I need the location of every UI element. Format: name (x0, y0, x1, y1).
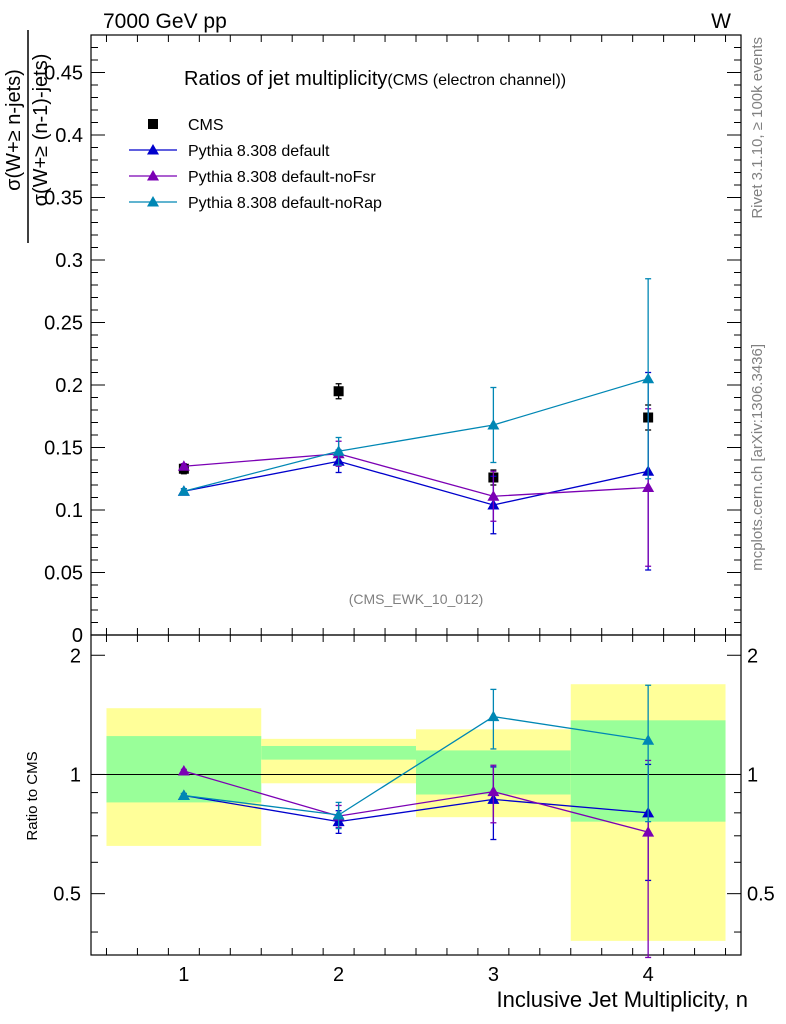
ratio-y-tick-label-right: 1 (747, 764, 758, 786)
energy-label: 7000 GeV pp (103, 10, 227, 33)
data-point (332, 445, 345, 456)
legend-item: Pythia 8.308 default-noFsr (129, 169, 376, 186)
data-series (177, 278, 655, 959)
series-line (183, 453, 649, 497)
ratio-series-pythia-8-308-default-norap (177, 684, 655, 830)
data-point (333, 386, 344, 397)
chart-title-main: Ratios of jet multiplicity (184, 68, 387, 90)
ratio-y-tick-label-right: 0.5 (747, 884, 775, 906)
data-point (487, 785, 500, 797)
legend-marker (147, 170, 159, 181)
y-axis-title-top: σ(W+≥ n-jets) σ(W+≥ (n-1)-jets) (3, 30, 52, 243)
data-point (177, 765, 190, 776)
series-line (183, 378, 649, 492)
y-tick-label: 0.1 (55, 500, 83, 522)
mcplots-reference-label: mcplots.cern.ch [arXiv:1306.3436] (749, 344, 766, 571)
legend-item: CMS (148, 117, 224, 134)
ratio-y-tick-label-left: 2 (70, 645, 81, 667)
data-point (642, 734, 655, 745)
x-tick-label: 3 (488, 964, 499, 986)
process-label: W (711, 10, 731, 33)
x-axis-title: Inclusive Jet Multiplicity, n (497, 987, 748, 1012)
legend-marker (148, 119, 158, 129)
x-tick-label: 2 (333, 964, 344, 986)
y-tick-label: 0.25 (44, 313, 83, 335)
chart-subtitle: (CMS (electron channel)) (387, 72, 566, 89)
legend-marker (147, 196, 159, 207)
data-point (177, 460, 190, 471)
data-point (332, 808, 345, 820)
data-point (177, 485, 190, 496)
legend-marker (147, 144, 159, 155)
y-tick-label: 0.4 (55, 125, 83, 147)
y-tick-label: 0.3 (55, 250, 83, 272)
y-axis-title-numerator: σ(W+≥ n-jets) (3, 69, 25, 191)
top-series-pythia-8-308-default-nofsr (177, 408, 655, 567)
ratio-y-tick-label-right: 2 (747, 645, 758, 667)
data-point (177, 789, 190, 800)
y-tick-label: 0.2 (55, 375, 83, 397)
y-tick-label: 0.45 (44, 63, 83, 85)
data-point (642, 372, 655, 384)
x-tick-label: 1 (178, 964, 189, 986)
legend-label: Pythia 8.308 default-noRap (188, 195, 382, 212)
ratio-y-tick-label-left: 1 (70, 764, 81, 786)
series-line (183, 770, 649, 833)
chart-title: Ratios of jet multiplicity(CMS (electron… (184, 68, 566, 90)
series-line (183, 460, 649, 506)
analysis-label: (CMS_EWK_10_012) (349, 591, 484, 607)
y-tick-label: 0.15 (44, 438, 83, 460)
legend: CMS Pythia 8.308 default Pythia 8.308 defa… (129, 117, 382, 212)
y-tick-label: 0.05 (44, 563, 83, 585)
legend-item: Pythia 8.308 default (129, 143, 330, 160)
top-series-pythia-8-308-default (177, 371, 655, 571)
data-point (487, 490, 500, 501)
top-series-pythia-8-308-default-norap (177, 278, 655, 496)
data-point (487, 419, 500, 430)
y-axis-title-ratio: Ratio to CMS (24, 751, 41, 840)
y-tick-label: 0 (72, 625, 83, 647)
data-point (487, 710, 500, 722)
y-axis-title-denominator: σ(W+≥ (n-1)-jets) (30, 54, 52, 207)
series-line (183, 794, 649, 823)
data-point (642, 481, 655, 492)
legend-label: CMS (188, 117, 224, 134)
legend-label: Pythia 8.308 default-noFsr (188, 169, 376, 186)
data-point (642, 826, 655, 837)
ratio-y-tick-label-left: 0.5 (53, 884, 81, 906)
legend-label: Pythia 8.308 default (188, 143, 330, 160)
band-inner-bin-2 (261, 745, 416, 760)
rivet-version-label: Rivet 3.1.10, ≥ 100k events (749, 37, 766, 219)
band-outer-bin-2 (261, 738, 416, 784)
series-line (183, 715, 649, 816)
axis-ticks: 0 0.05 0.1 0.15 0.2 0.25 0.3 0.35 0.4 0.45 1 2 3 4 0.5… (44, 34, 775, 986)
legend-item: Pythia 8.308 default-noRap (129, 195, 382, 212)
x-tick-label: 4 (643, 964, 654, 986)
y-tick-label: 0.35 (44, 188, 83, 210)
